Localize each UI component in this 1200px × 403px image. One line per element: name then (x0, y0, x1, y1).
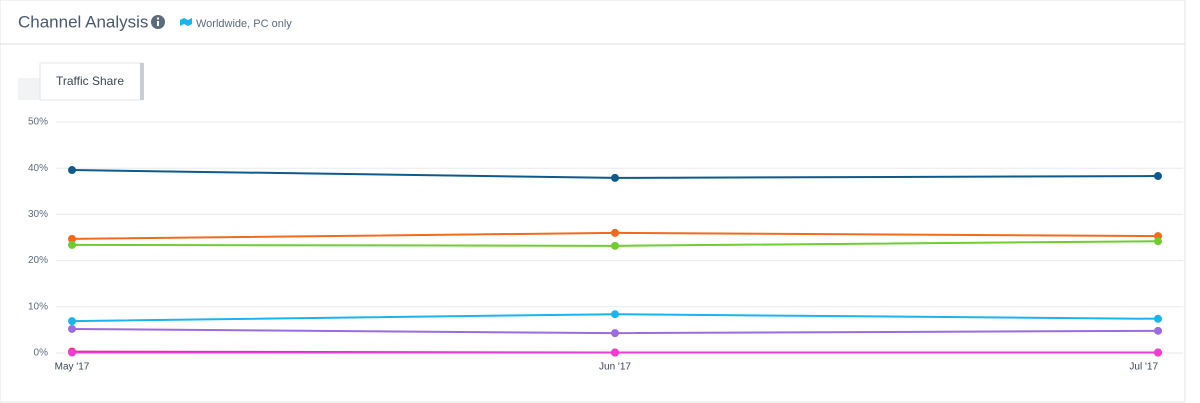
map-icon (180, 18, 192, 26)
y-tick-label: 40% (28, 163, 48, 174)
x-tick-label: Jul '17 (1129, 362, 1158, 373)
data-point (611, 173, 619, 182)
data-point (1154, 172, 1162, 181)
data-point (611, 348, 619, 357)
info-icon-bar (157, 21, 159, 26)
data-point (68, 324, 76, 333)
info-icon-dot (157, 17, 159, 20)
y-tick-label: 10% (28, 301, 48, 312)
x-tick-label: Jun '17 (599, 362, 631, 373)
tab-label: Traffic Share (56, 74, 124, 88)
tab-strip (18, 78, 40, 100)
data-point (1154, 237, 1162, 246)
data-point (1154, 348, 1162, 357)
data-point (68, 317, 76, 326)
data-point (68, 234, 76, 243)
tab-box (39, 62, 143, 101)
data-point (68, 240, 76, 249)
data-point (68, 166, 76, 175)
data-point (611, 241, 619, 250)
panel-title: Channel Analysis (18, 12, 148, 31)
data-point (1154, 314, 1162, 323)
y-tick-label: 0% (34, 348, 49, 359)
y-tick-label: 20% (28, 255, 48, 266)
x-tick-label: May '17 (55, 362, 90, 373)
y-tick-label: 30% (28, 209, 48, 220)
data-point (1154, 326, 1162, 335)
scope-label: Worldwide, PC only (196, 18, 292, 30)
data-point (611, 228, 619, 237)
tab[interactable]: Traffic Share (39, 62, 144, 101)
info-icon[interactable] (151, 15, 165, 29)
tab-edge (140, 63, 144, 100)
data-point (611, 329, 619, 338)
y-tick-label: 50% (28, 117, 48, 128)
data-point (68, 348, 76, 357)
data-point (611, 310, 619, 319)
